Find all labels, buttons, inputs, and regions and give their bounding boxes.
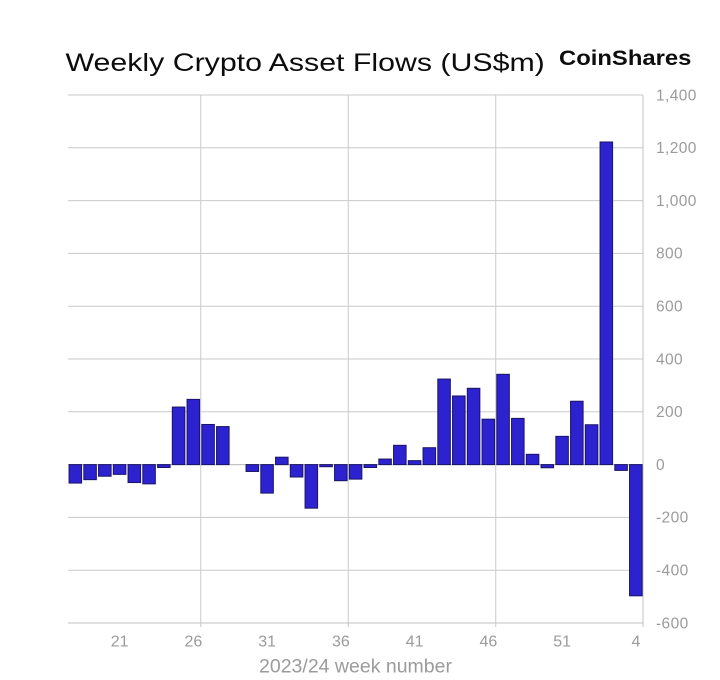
svg-text:51: 51 [553, 634, 571, 651]
svg-text:36: 36 [332, 634, 350, 651]
svg-text:Weekly Crypto Asset Flows (US$: Weekly Crypto Asset Flows (US$m) [66, 49, 545, 77]
svg-text:1,400: 1,400 [656, 87, 697, 104]
svg-text:-400: -400 [656, 563, 689, 580]
svg-text:-600: -600 [656, 615, 689, 632]
svg-text:0: 0 [656, 457, 665, 474]
svg-text:600: 600 [656, 299, 683, 316]
svg-text:1,000: 1,000 [656, 193, 697, 210]
svg-text:CoinShares: CoinShares [559, 47, 691, 70]
svg-text:31: 31 [258, 634, 276, 651]
svg-text:800: 800 [656, 246, 683, 263]
svg-text:2023/24 week number: 2023/24 week number [259, 656, 452, 678]
svg-text:-200: -200 [656, 510, 689, 527]
svg-text:26: 26 [185, 634, 203, 651]
svg-text:400: 400 [656, 351, 683, 368]
svg-text:21: 21 [111, 634, 129, 651]
svg-text:4: 4 [631, 634, 640, 651]
svg-text:46: 46 [480, 634, 498, 651]
svg-text:1,200: 1,200 [656, 140, 697, 157]
svg-text:41: 41 [406, 634, 424, 651]
svg-text:200: 200 [656, 404, 683, 421]
